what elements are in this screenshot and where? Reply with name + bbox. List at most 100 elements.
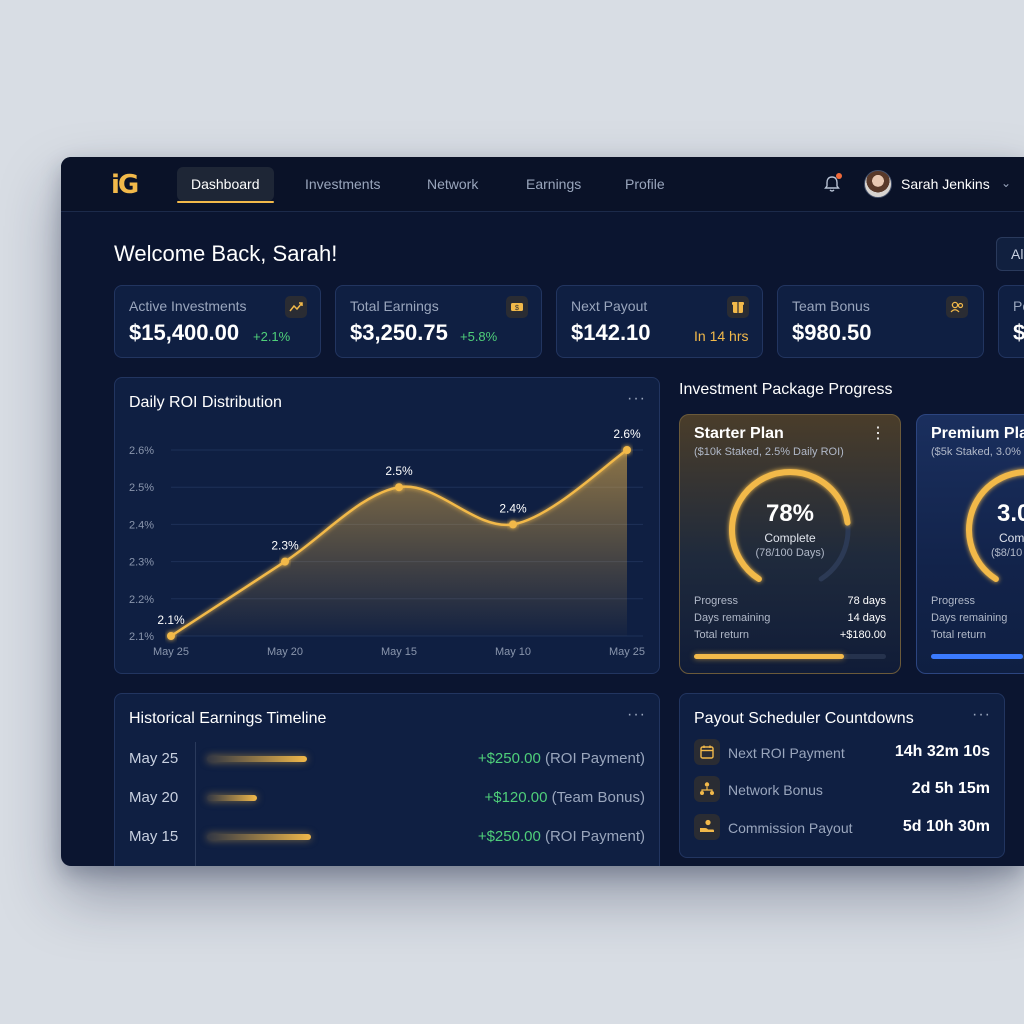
stat-delta: +2.1%: [253, 329, 291, 344]
x-tick-label: May 25: [153, 646, 189, 658]
user-name[interactable]: Sarah Jenkins: [901, 176, 990, 192]
panel-title: Historical Earnings Timeline: [129, 710, 327, 727]
roi-point[interactable]: [623, 446, 631, 454]
roi-data-label: 2.5%: [385, 464, 413, 478]
stat-value: $980.50: [792, 320, 872, 345]
tab-earnings[interactable]: Earnings: [526, 176, 582, 192]
y-tick-label: 2.3%: [129, 557, 154, 569]
page-title: Welcome Back, Sarah!: [114, 241, 338, 266]
more-icon[interactable]: ···: [972, 706, 991, 723]
x-tick-label: May 10: [495, 646, 531, 658]
x-tick-label: May 20: [267, 646, 303, 658]
plan-name: Starter Plan: [694, 425, 784, 442]
bell-icon[interactable]: [822, 174, 842, 194]
row-label: Total return: [931, 629, 987, 641]
cash-icon: $: [506, 296, 528, 318]
row-value: 14 days: [847, 612, 886, 624]
x-tick-label: May 15: [381, 646, 417, 658]
plan-progress-fill: [931, 654, 1024, 659]
timeline-date: May 15: [129, 828, 179, 845]
row-value: +$180.00: [839, 629, 886, 641]
gauge-status: Com: [999, 531, 1024, 545]
y-tick-label: 2.1%: [129, 631, 154, 643]
y-tick-label: 2.2%: [129, 594, 154, 606]
plan-progress-fill: [694, 654, 844, 659]
plan-progress-bar: [931, 654, 1024, 659]
y-tick-label: 2.4%: [129, 519, 154, 531]
timeline-date: May 25: [129, 750, 179, 767]
plan-subtitle: ($5k Staked, 3.0%: [931, 446, 1021, 458]
amount-value: +$250.00: [477, 750, 541, 767]
timeline-bar: [207, 834, 311, 840]
avatar[interactable]: [864, 170, 892, 198]
top-nav: iG Dashboard Investments Network Earning…: [61, 157, 1024, 212]
tab-network[interactable]: Network: [427, 176, 479, 192]
roi-point[interactable]: [395, 483, 403, 492]
timeline-bar: [207, 795, 257, 801]
timeline-amount: +$120.00 (Team Bonus): [484, 789, 645, 806]
amount-note: (ROI Payment): [544, 828, 645, 845]
plan-card-premium[interactable]: Premium Pla ($5k Staked, 3.0% 3.0 Com ($…: [916, 414, 1024, 674]
plan-card-starter[interactable]: Starter Plan ⋮ ($10k Staked, 2.5% Daily …: [679, 414, 901, 674]
hand-coin-icon: [694, 814, 720, 840]
gift-icon: [727, 296, 749, 318]
row-label: Days remaining: [931, 612, 1008, 624]
y-tick-label: 2.5%: [129, 482, 154, 494]
roi-data-label: 2.4%: [499, 501, 527, 515]
notification-dot: [836, 173, 842, 179]
app-window: iG Dashboard Investments Network Earning…: [61, 157, 1024, 866]
stat-card-active-investments[interactable]: Active Investments $15,400.00 +2.1%: [114, 285, 321, 358]
stat-value: $142.10: [571, 320, 651, 345]
stat-card-total-earnings[interactable]: Total Earnings $3,250.75 +5.8% $: [335, 285, 542, 358]
countdown-value: 5d 10h 30m: [902, 818, 990, 835]
roi-point[interactable]: [509, 520, 517, 529]
more-icon[interactable]: ···: [627, 706, 646, 723]
gauge-days: ($8/10: [991, 547, 1023, 559]
row-label: Progress: [931, 595, 976, 607]
row-label: Total return: [694, 629, 750, 641]
gauge-days: (78/100 Days): [755, 547, 825, 559]
plan-name: Premium Pla: [931, 425, 1024, 442]
countdown-label: Network Bonus: [728, 782, 823, 798]
row-label: Progress: [694, 595, 739, 607]
more-vertical-icon[interactable]: ⋮: [870, 425, 886, 442]
timeline-amount: +$250.00 (ROI Payment): [478, 750, 645, 767]
timeline-bar: [207, 756, 307, 762]
more-icon[interactable]: ···: [627, 390, 646, 407]
row-label: Days remaining: [694, 612, 771, 624]
team-icon: [946, 296, 968, 318]
gauge-percent: 3.0: [997, 500, 1024, 527]
stat-card-next-payout[interactable]: Next Payout $142.10 In 14 hrs: [556, 285, 763, 358]
countdown-label: Commission Payout: [728, 820, 853, 836]
progress-gauge: [966, 469, 1024, 582]
stat-card-partial[interactable]: Po $: [998, 285, 1024, 358]
filter-button[interactable]: Al: [996, 237, 1024, 271]
panel-title: Payout Scheduler Countdowns: [694, 710, 914, 727]
roi-data-label: 2.3%: [271, 539, 299, 553]
stat-label: Active Investments: [129, 298, 247, 314]
x-tick-label: May 25: [609, 646, 645, 658]
stat-label: Total Earnings: [350, 298, 439, 314]
stat-label: Team Bonus: [792, 298, 870, 314]
countdown-value: 2d 5h 15m: [911, 780, 990, 797]
plan-progress-bar: [694, 654, 886, 659]
chevron-down-icon[interactable]: ⌄: [1001, 176, 1012, 190]
gauge-status: Complete: [764, 531, 816, 545]
stat-label: Po: [1013, 298, 1024, 314]
tab-profile[interactable]: Profile: [625, 176, 665, 192]
roi-area-fill: [171, 450, 627, 636]
network-icon: [694, 776, 720, 802]
countdown-label: Next ROI Payment: [728, 745, 845, 761]
amount-note: (Team Bonus): [551, 789, 645, 806]
roi-point[interactable]: [167, 632, 175, 640]
gauge-percent: 78%: [765, 500, 815, 527]
tab-investments[interactable]: Investments: [305, 176, 381, 192]
roi-chart-panel: Daily ROI Distribution ··· 2.6% 2.5% 2.4% 2…: [114, 377, 660, 674]
timeline-date: May 20: [129, 789, 179, 806]
brand-logo[interactable]: iG: [111, 170, 139, 200]
calendar-icon: [694, 739, 720, 765]
tab-dashboard[interactable]: Dashboard: [177, 167, 274, 203]
stat-card-team-bonus[interactable]: Team Bonus $980.50: [777, 285, 984, 358]
timeline-amount: +$250.00 (ROI Payment): [478, 828, 645, 845]
roi-point[interactable]: [281, 557, 289, 566]
